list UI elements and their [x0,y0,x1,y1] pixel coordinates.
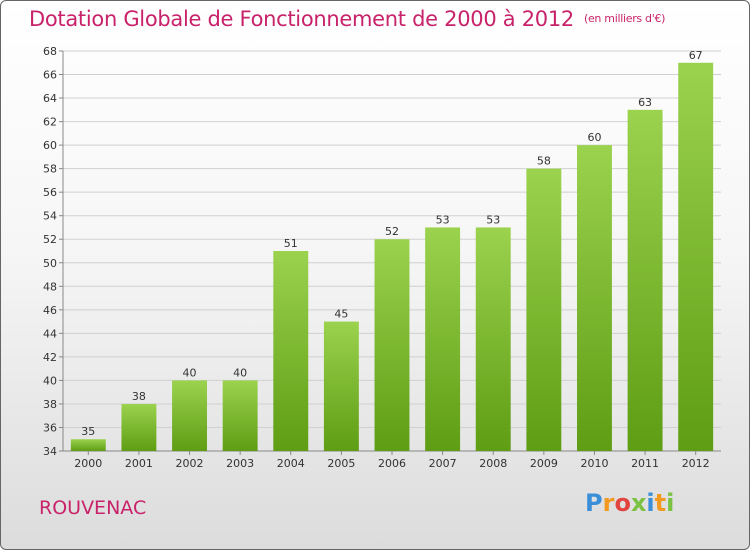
y-tick-label: 36 [43,421,57,434]
data-label: 51 [284,237,298,250]
y-tick-label: 56 [43,186,57,199]
y-tick-label: 52 [43,233,57,246]
title-text: Dotation Globale de Fonctionnement de 20… [29,7,574,31]
y-tick-label: 34 [43,445,57,458]
data-label: 67 [689,49,703,62]
x-tick-label: 2011 [631,457,659,470]
bar [475,227,511,451]
bar [374,239,410,451]
x-tick-label: 2005 [327,457,355,470]
data-label: 40 [233,366,247,379]
bar [627,109,663,451]
bar [678,62,714,451]
data-label: 58 [537,155,551,168]
y-tick-label: 64 [43,92,57,105]
bar [323,321,359,451]
x-tick-label: 2003 [226,457,254,470]
x-tick-label: 2009 [530,457,558,470]
proxiti-logo[interactable]: Proxiti [585,489,674,517]
y-tick-label: 68 [43,45,57,58]
data-label: 35 [81,425,95,438]
logo-letter: P [585,489,603,517]
x-tick-label: 2002 [176,457,204,470]
x-tick-label: 2010 [580,457,608,470]
bar [425,227,461,451]
x-tick-label: 2004 [277,457,305,470]
y-tick-label: 42 [43,351,57,364]
y-tick-label: 44 [43,327,57,340]
logo-letter: i [646,489,655,517]
y-tick-label: 40 [43,374,57,387]
x-tick-label: 2008 [479,457,507,470]
bar-chart: 34 36 38 40 42 44 46 48 50 52 54 56 58 60 62 64 66 68 2000… [43,45,721,470]
data-label: 38 [132,390,146,403]
bar [222,380,258,451]
data-label: 40 [183,366,197,379]
x-tick-label: 2000 [74,457,102,470]
y-tick-label: 38 [43,398,57,411]
data-label: 52 [385,225,399,238]
data-labels: 35 38 40 40 51 45 52 53 53 58 60 63 67 [81,49,702,438]
y-tick-label: 48 [43,280,57,293]
chart-title: Dotation Globale de Fonctionnement de 20… [29,7,665,31]
x-tick-label: 2007 [429,457,457,470]
bar [172,380,208,451]
x-tick-label: 2012 [682,457,710,470]
logo-letter: r [602,489,615,517]
y-tick-label: 54 [43,210,57,223]
logo-letter: t [654,489,667,517]
data-label: 53 [436,213,450,226]
y-tick-label: 58 [43,163,57,176]
bar [273,251,309,451]
bar [526,168,562,451]
bar [70,439,106,451]
logo-letter: o [614,489,631,517]
x-tick-label: 2001 [125,457,153,470]
y-tick-label: 50 [43,257,57,270]
data-label: 63 [638,96,652,109]
data-label: 45 [334,308,348,321]
data-label: 60 [587,131,601,144]
logo-letter: x [630,489,647,517]
data-label: 53 [486,213,500,226]
y-tick-label: 62 [43,116,57,129]
bars [70,62,714,451]
y-tick-label: 60 [43,139,57,152]
logo-letter: i [666,489,675,517]
bar [121,403,157,451]
commune-name: ROUVENAC [39,497,147,519]
x-tick-label: 2006 [378,457,406,470]
y-tick-label: 66 [43,69,57,82]
bar [576,145,612,451]
y-tick-label: 46 [43,304,57,317]
unit-note: (en milliers d'€) [583,12,666,25]
